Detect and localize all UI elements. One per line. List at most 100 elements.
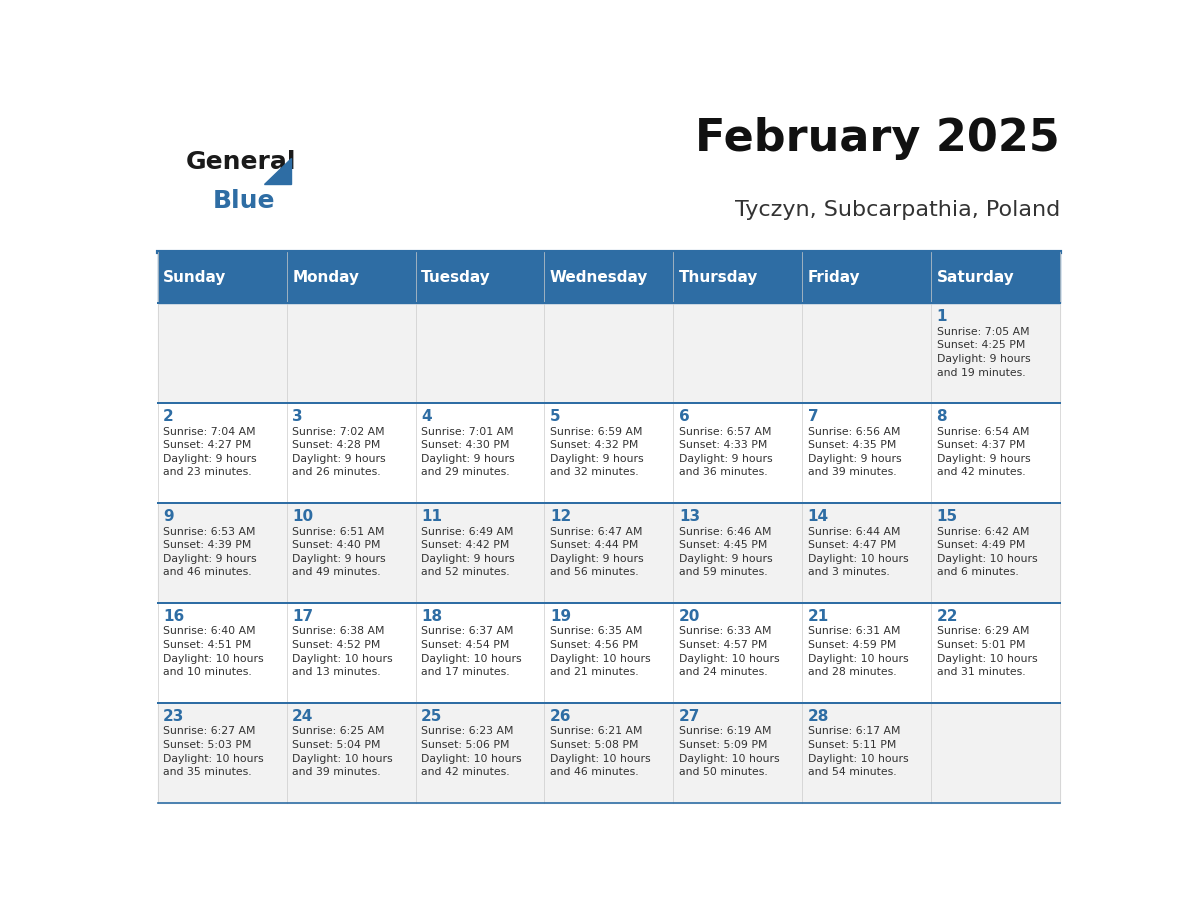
- Bar: [158, 603, 286, 703]
- Text: 16: 16: [163, 609, 184, 623]
- Text: 10: 10: [292, 509, 314, 524]
- Bar: [158, 252, 286, 304]
- Text: Monday: Monday: [292, 270, 359, 285]
- Bar: [931, 603, 1060, 703]
- Bar: [416, 703, 544, 803]
- Bar: [416, 403, 544, 503]
- Bar: [544, 252, 674, 304]
- Text: 13: 13: [678, 509, 700, 524]
- Text: 5: 5: [550, 409, 561, 424]
- Text: 4: 4: [421, 409, 431, 424]
- Text: 6: 6: [678, 409, 689, 424]
- Bar: [416, 252, 544, 304]
- Text: Sunrise: 6:33 AM
Sunset: 4:57 PM
Daylight: 10 hours
and 24 minutes.: Sunrise: 6:33 AM Sunset: 4:57 PM Dayligh…: [678, 626, 779, 677]
- Text: 1: 1: [936, 309, 947, 324]
- Text: 19: 19: [550, 609, 571, 623]
- Text: Sunrise: 6:29 AM
Sunset: 5:01 PM
Daylight: 10 hours
and 31 minutes.: Sunrise: 6:29 AM Sunset: 5:01 PM Dayligh…: [936, 626, 1037, 677]
- Bar: [802, 403, 931, 503]
- Bar: [544, 603, 674, 703]
- Text: Sunrise: 6:19 AM
Sunset: 5:09 PM
Daylight: 10 hours
and 50 minutes.: Sunrise: 6:19 AM Sunset: 5:09 PM Dayligh…: [678, 726, 779, 778]
- Bar: [674, 304, 802, 403]
- Text: Sunrise: 7:04 AM
Sunset: 4:27 PM
Daylight: 9 hours
and 23 minutes.: Sunrise: 7:04 AM Sunset: 4:27 PM Dayligh…: [163, 427, 257, 477]
- Text: Sunrise: 7:01 AM
Sunset: 4:30 PM
Daylight: 9 hours
and 29 minutes.: Sunrise: 7:01 AM Sunset: 4:30 PM Dayligh…: [421, 427, 514, 477]
- Text: Sunrise: 6:44 AM
Sunset: 4:47 PM
Daylight: 10 hours
and 3 minutes.: Sunrise: 6:44 AM Sunset: 4:47 PM Dayligh…: [808, 527, 909, 577]
- Bar: [802, 503, 931, 603]
- Bar: [674, 703, 802, 803]
- Bar: [544, 503, 674, 603]
- Bar: [931, 304, 1060, 403]
- Bar: [286, 304, 416, 403]
- Text: 27: 27: [678, 709, 700, 723]
- Text: 2: 2: [163, 409, 173, 424]
- Text: Sunrise: 6:46 AM
Sunset: 4:45 PM
Daylight: 9 hours
and 59 minutes.: Sunrise: 6:46 AM Sunset: 4:45 PM Dayligh…: [678, 527, 772, 577]
- Bar: [158, 304, 286, 403]
- Text: 26: 26: [550, 709, 571, 723]
- Bar: [416, 603, 544, 703]
- Text: 18: 18: [421, 609, 442, 623]
- Text: 17: 17: [292, 609, 314, 623]
- Text: Tuesday: Tuesday: [421, 270, 491, 285]
- Bar: [802, 252, 931, 304]
- Text: 25: 25: [421, 709, 442, 723]
- Text: Sunrise: 6:35 AM
Sunset: 4:56 PM
Daylight: 10 hours
and 21 minutes.: Sunrise: 6:35 AM Sunset: 4:56 PM Dayligh…: [550, 626, 651, 677]
- Bar: [416, 503, 544, 603]
- Bar: [931, 403, 1060, 503]
- Text: 24: 24: [292, 709, 314, 723]
- Text: 8: 8: [936, 409, 947, 424]
- Text: Sunrise: 6:51 AM
Sunset: 4:40 PM
Daylight: 9 hours
and 49 minutes.: Sunrise: 6:51 AM Sunset: 4:40 PM Dayligh…: [292, 527, 386, 577]
- Bar: [674, 503, 802, 603]
- Text: Sunrise: 6:49 AM
Sunset: 4:42 PM
Daylight: 9 hours
and 52 minutes.: Sunrise: 6:49 AM Sunset: 4:42 PM Dayligh…: [421, 527, 514, 577]
- Bar: [544, 304, 674, 403]
- Bar: [416, 304, 544, 403]
- Text: Sunrise: 6:47 AM
Sunset: 4:44 PM
Daylight: 9 hours
and 56 minutes.: Sunrise: 6:47 AM Sunset: 4:44 PM Dayligh…: [550, 527, 644, 577]
- Text: Sunrise: 6:27 AM
Sunset: 5:03 PM
Daylight: 10 hours
and 35 minutes.: Sunrise: 6:27 AM Sunset: 5:03 PM Dayligh…: [163, 726, 264, 778]
- Text: 21: 21: [808, 609, 829, 623]
- Text: 7: 7: [808, 409, 819, 424]
- Text: Sunrise: 6:31 AM
Sunset: 4:59 PM
Daylight: 10 hours
and 28 minutes.: Sunrise: 6:31 AM Sunset: 4:59 PM Dayligh…: [808, 626, 909, 677]
- Bar: [286, 403, 416, 503]
- Text: Sunrise: 6:25 AM
Sunset: 5:04 PM
Daylight: 10 hours
and 39 minutes.: Sunrise: 6:25 AM Sunset: 5:04 PM Dayligh…: [292, 726, 393, 778]
- Polygon shape: [264, 158, 291, 185]
- Text: 3: 3: [292, 409, 303, 424]
- Bar: [286, 503, 416, 603]
- Bar: [931, 703, 1060, 803]
- Bar: [158, 703, 286, 803]
- Text: 28: 28: [808, 709, 829, 723]
- Text: Sunrise: 6:17 AM
Sunset: 5:11 PM
Daylight: 10 hours
and 54 minutes.: Sunrise: 6:17 AM Sunset: 5:11 PM Dayligh…: [808, 726, 909, 778]
- Bar: [802, 703, 931, 803]
- Bar: [674, 252, 802, 304]
- Bar: [286, 603, 416, 703]
- Bar: [674, 603, 802, 703]
- Bar: [286, 252, 416, 304]
- Text: Wednesday: Wednesday: [550, 270, 649, 285]
- Text: Sunrise: 6:59 AM
Sunset: 4:32 PM
Daylight: 9 hours
and 32 minutes.: Sunrise: 6:59 AM Sunset: 4:32 PM Dayligh…: [550, 427, 644, 477]
- Text: 20: 20: [678, 609, 700, 623]
- Text: Thursday: Thursday: [678, 270, 758, 285]
- Bar: [674, 403, 802, 503]
- Text: Sunrise: 6:23 AM
Sunset: 5:06 PM
Daylight: 10 hours
and 42 minutes.: Sunrise: 6:23 AM Sunset: 5:06 PM Dayligh…: [421, 726, 522, 778]
- Text: Sunrise: 7:05 AM
Sunset: 4:25 PM
Daylight: 9 hours
and 19 minutes.: Sunrise: 7:05 AM Sunset: 4:25 PM Dayligh…: [936, 327, 1030, 377]
- Text: Sunrise: 6:57 AM
Sunset: 4:33 PM
Daylight: 9 hours
and 36 minutes.: Sunrise: 6:57 AM Sunset: 4:33 PM Dayligh…: [678, 427, 772, 477]
- Text: 15: 15: [936, 509, 958, 524]
- Text: 23: 23: [163, 709, 184, 723]
- Bar: [802, 603, 931, 703]
- Bar: [158, 403, 286, 503]
- Text: 22: 22: [936, 609, 958, 623]
- Bar: [931, 252, 1060, 304]
- Text: Sunrise: 6:40 AM
Sunset: 4:51 PM
Daylight: 10 hours
and 10 minutes.: Sunrise: 6:40 AM Sunset: 4:51 PM Dayligh…: [163, 626, 264, 677]
- Text: Tyczyn, Subcarpathia, Poland: Tyczyn, Subcarpathia, Poland: [734, 200, 1060, 219]
- Text: Sunrise: 7:02 AM
Sunset: 4:28 PM
Daylight: 9 hours
and 26 minutes.: Sunrise: 7:02 AM Sunset: 4:28 PM Dayligh…: [292, 427, 386, 477]
- Text: Sunrise: 6:21 AM
Sunset: 5:08 PM
Daylight: 10 hours
and 46 minutes.: Sunrise: 6:21 AM Sunset: 5:08 PM Dayligh…: [550, 726, 651, 778]
- Bar: [544, 403, 674, 503]
- Text: Sunrise: 6:54 AM
Sunset: 4:37 PM
Daylight: 9 hours
and 42 minutes.: Sunrise: 6:54 AM Sunset: 4:37 PM Dayligh…: [936, 427, 1030, 477]
- Bar: [286, 703, 416, 803]
- Text: Saturday: Saturday: [936, 270, 1015, 285]
- Text: Sunrise: 6:37 AM
Sunset: 4:54 PM
Daylight: 10 hours
and 17 minutes.: Sunrise: 6:37 AM Sunset: 4:54 PM Dayligh…: [421, 626, 522, 677]
- Text: General: General: [185, 150, 296, 174]
- Text: Sunday: Sunday: [163, 270, 227, 285]
- Text: 11: 11: [421, 509, 442, 524]
- Bar: [931, 503, 1060, 603]
- Text: Sunrise: 6:53 AM
Sunset: 4:39 PM
Daylight: 9 hours
and 46 minutes.: Sunrise: 6:53 AM Sunset: 4:39 PM Dayligh…: [163, 527, 257, 577]
- Bar: [158, 503, 286, 603]
- Text: Sunrise: 6:56 AM
Sunset: 4:35 PM
Daylight: 9 hours
and 39 minutes.: Sunrise: 6:56 AM Sunset: 4:35 PM Dayligh…: [808, 427, 902, 477]
